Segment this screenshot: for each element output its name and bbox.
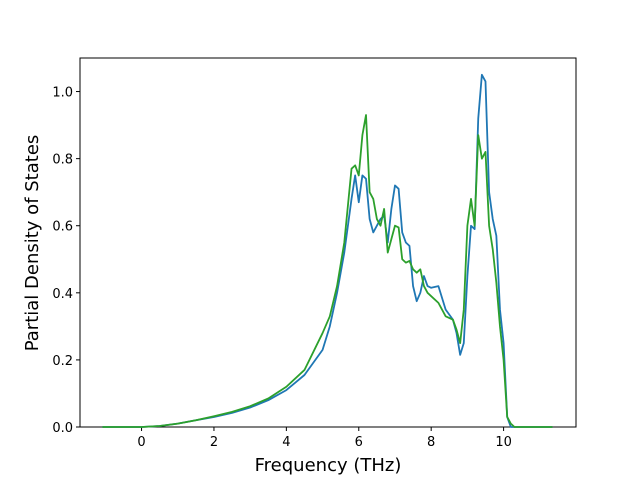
y-tick-label: 0.0 [52,421,73,436]
x-axis-label: Frequency (THz) [255,455,402,476]
y-tick-label: 0.8 [52,153,73,168]
y-tick-label: 0.6 [52,220,73,235]
x-tick-label: 6 [355,435,363,450]
y-tick-label: 1.0 [52,86,73,101]
x-tick-label: 8 [427,435,435,450]
x-tick-label: 2 [210,435,218,450]
data-line [102,114,553,428]
x-tick-label: 4 [282,435,290,450]
data-line [102,73,553,428]
x-tick-label: 0 [137,435,145,450]
y-axis-label: Partial Density of States [22,135,43,352]
y-tick-label: 0.4 [52,287,73,302]
plot-frame [79,57,577,428]
x-tick-label: 10 [495,435,512,450]
y-tick-label: 0.2 [52,354,73,369]
